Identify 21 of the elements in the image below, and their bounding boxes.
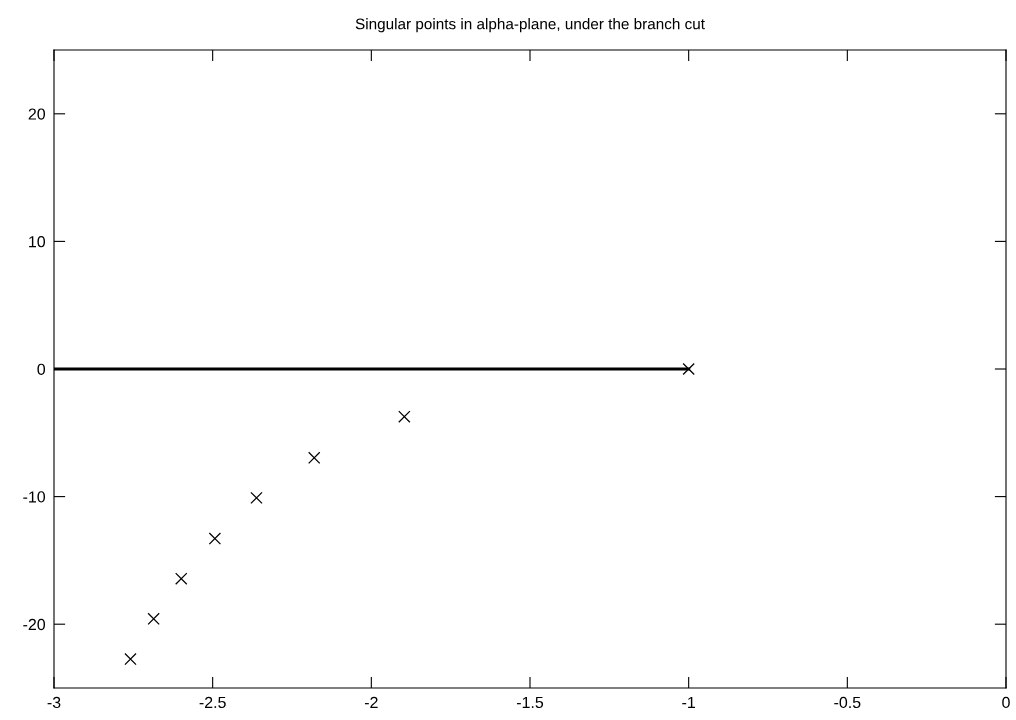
point xyxy=(250,491,263,505)
x-tick-label: 0 xyxy=(1002,696,1010,709)
y-tick-label: 0 xyxy=(37,363,46,375)
y-tick-label: -20 xyxy=(23,618,46,631)
point xyxy=(208,532,222,545)
x-tick-label: -1.5 xyxy=(516,696,544,709)
y-tick-label: -10 xyxy=(23,491,46,503)
point xyxy=(124,652,137,666)
x-tick-label: -1 xyxy=(682,696,695,708)
x-tick-label: -3 xyxy=(47,696,61,709)
x-tick-label: -2.5 xyxy=(199,696,226,709)
point xyxy=(147,612,160,626)
point xyxy=(398,410,411,423)
chart-title: Singular points in alpha-plane, under the branch cut xyxy=(355,18,705,33)
y-tick-label: 10 xyxy=(29,236,46,248)
point xyxy=(175,572,188,585)
x-tick-label: -2 xyxy=(364,696,378,708)
point xyxy=(308,451,321,464)
y-tick-label: 20 xyxy=(28,108,46,120)
x-tick-label: -0.5 xyxy=(834,696,861,709)
point xyxy=(682,362,695,376)
